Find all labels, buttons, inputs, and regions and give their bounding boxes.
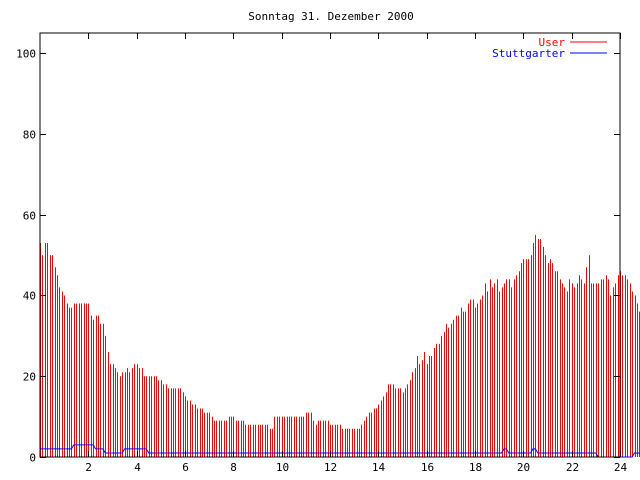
x-tick-label: 16	[421, 461, 434, 474]
x-tick-label: 20	[517, 461, 530, 474]
x-tick-label: 24	[614, 461, 628, 474]
y-tick-label: 20	[23, 371, 36, 384]
x-tick-label: 2	[85, 461, 92, 474]
x-tick-label: 12	[324, 461, 337, 474]
user-bars	[40, 234, 640, 457]
y-tick-label: 100	[16, 48, 36, 61]
legend: User Stuttgarter	[492, 36, 607, 60]
x-tick-label: 14	[372, 461, 386, 474]
y-tick-label: 0	[29, 452, 36, 465]
y-tick-label: 60	[23, 210, 36, 223]
x-tick-label: 4	[134, 461, 141, 474]
stuttgarter-line	[40, 444, 640, 458]
legend-label-user: User	[539, 36, 566, 49]
chart-title: Sonntag 31. Dezember 2000	[248, 10, 414, 23]
stuttgarter-line-layer	[40, 444, 640, 458]
x-tick-label: 22	[566, 461, 579, 474]
y-tick-label: 80	[23, 129, 36, 142]
legend-label-stuttgarter: Stuttgarter	[492, 47, 565, 60]
x-tick-label: 8	[230, 461, 237, 474]
x-tick-label: 6	[182, 461, 189, 474]
y-tick-label: 40	[23, 290, 36, 303]
x-tick-label: 18	[469, 461, 482, 474]
x-tick-label: 10	[276, 461, 289, 474]
